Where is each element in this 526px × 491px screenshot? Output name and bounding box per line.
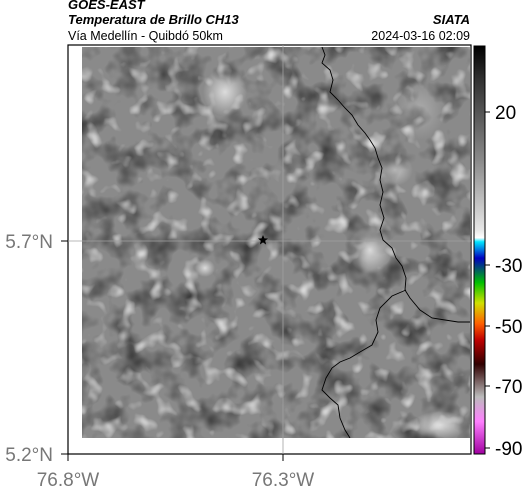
colorbar-label-minus50: -50 bbox=[495, 317, 522, 338]
satellite-title: GOES-EAST bbox=[68, 0, 145, 12]
grid-lines bbox=[68, 45, 471, 454]
lat-label-5.2: 5.2°N bbox=[5, 445, 53, 466]
lat-label-5.7: 5.7°N bbox=[5, 232, 53, 253]
colorbar-label-20: 20 bbox=[495, 103, 516, 124]
product-title: Temperatura de Brillo CH13 bbox=[68, 12, 239, 27]
star-icon bbox=[258, 235, 268, 245]
lon-label-76.3: 76.3°W bbox=[252, 470, 315, 491]
region-label: Vía Medellín - Quibdó 50km bbox=[68, 29, 223, 43]
organization-label: SIATA bbox=[432, 12, 470, 27]
lon-label-76.8: 76.8°W bbox=[37, 470, 100, 491]
timestamp-label: 2024-03-16 02:09 bbox=[371, 29, 470, 43]
department-borders bbox=[321, 47, 470, 438]
brightness-temperature-field bbox=[82, 47, 470, 438]
colorbar-label-minus70: -70 bbox=[495, 377, 522, 398]
colorbar-label-minus90: -90 bbox=[495, 439, 522, 460]
colorbar bbox=[473, 45, 486, 455]
axis-ticks bbox=[61, 111, 490, 461]
colorbar-label-minus30: -30 bbox=[495, 256, 522, 277]
